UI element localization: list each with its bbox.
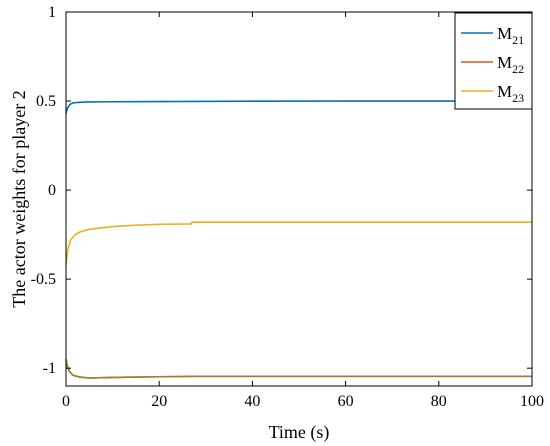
legend-label-subscript: 23 <box>512 91 524 105</box>
y-tick-label: -1 <box>43 360 56 377</box>
series-line-m21 <box>65 100 532 114</box>
y-tick-label: -0.5 <box>31 271 56 288</box>
legend-label-subscript: 22 <box>512 62 524 76</box>
plot-area <box>66 12 532 386</box>
x-tick-label: 60 <box>338 393 354 410</box>
x-tick-label: 0 <box>62 393 70 410</box>
x-axis-title: Time (s) <box>269 422 330 443</box>
y-tick-label: 1 <box>48 4 56 21</box>
x-tick-label: 80 <box>431 393 447 410</box>
x-tick-label: 40 <box>244 393 260 410</box>
axes-box <box>65 11 533 387</box>
legend-box <box>454 12 533 110</box>
plot-background <box>66 12 532 386</box>
legend-label-subscript: 21 <box>512 33 524 47</box>
series-layer <box>65 100 532 379</box>
x-tick-label: 100 <box>520 393 544 410</box>
axes-layer: 0 20 40 60 80 100 1 0.5 0 -0.5 -1 <box>31 4 544 410</box>
y-tick-label: 0.5 <box>36 93 56 110</box>
x-tick-label: 20 <box>151 393 167 410</box>
y-tick-label: 0 <box>48 182 56 199</box>
series-line-m23 <box>65 221 532 265</box>
legend-label: M22 <box>497 53 524 76</box>
y-axis-title: The actor weights for player 2 <box>9 90 29 307</box>
series-line-overlay <box>65 359 532 379</box>
